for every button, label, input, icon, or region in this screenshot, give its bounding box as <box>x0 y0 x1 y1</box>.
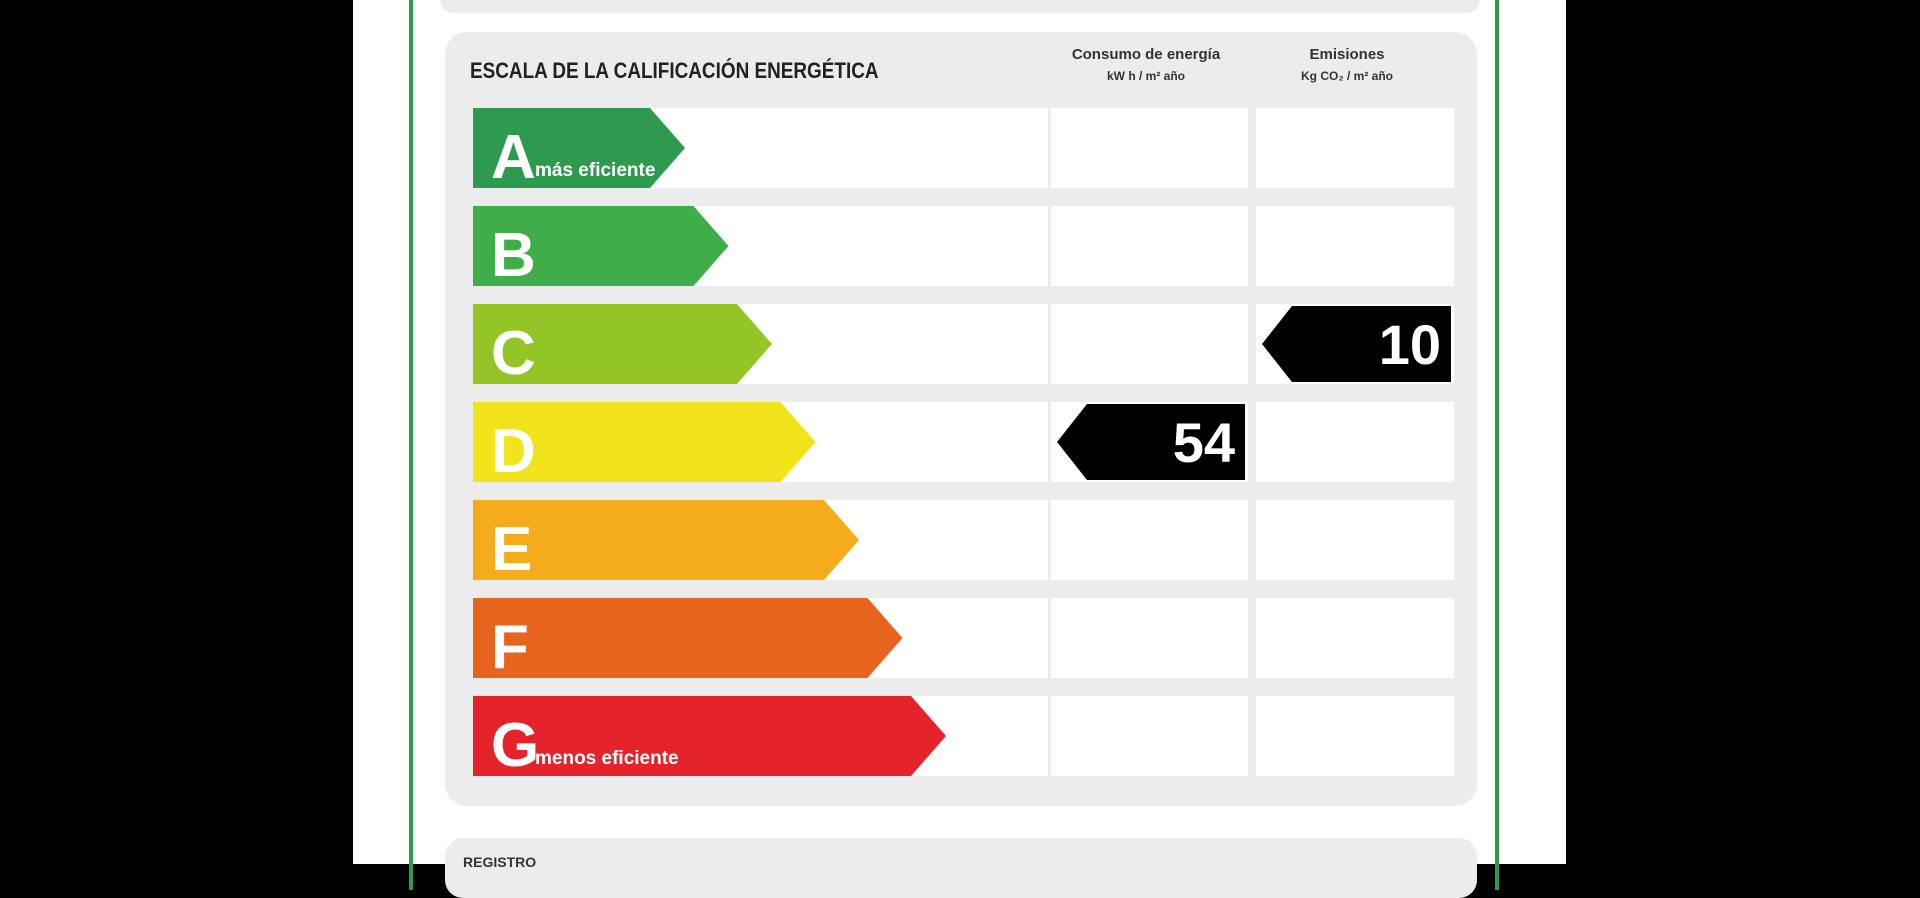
energy-label-page: REGISTRO ESCALA DE LA CALIFICACIÓN ENERG… <box>353 0 1566 898</box>
rating-bar-e <box>473 500 859 580</box>
left-black-margin <box>0 0 353 864</box>
consumption-cell-a <box>1051 108 1248 188</box>
rating-bar-g <box>473 696 946 776</box>
rating-sublabel-g: menos eficiente <box>535 748 679 769</box>
consumption-unit: kW h / m² año <box>1107 69 1185 83</box>
rating-bar-a <box>473 108 685 188</box>
consumption-marker <box>1057 404 1245 480</box>
rating-letter-e: E <box>491 515 532 584</box>
rating-sublabel-a: más eficiente <box>535 160 655 181</box>
rating-letter-a: A <box>491 123 536 192</box>
right-black-margin <box>1566 0 1920 864</box>
rating-letter-f: F <box>491 613 529 682</box>
rating-letter-b: B <box>491 221 536 290</box>
emissions-cell-f <box>1256 598 1454 678</box>
rating-letter-c: C <box>491 319 536 388</box>
consumption-cell-c <box>1051 304 1248 384</box>
emissions-title: Emisiones <box>1309 46 1385 63</box>
rating-bar-f <box>473 598 903 678</box>
consumption-cell-e <box>1051 500 1248 580</box>
emissions-cell-b <box>1256 206 1454 286</box>
emissions-cell-g <box>1256 696 1454 776</box>
green-frame <box>409 0 1499 890</box>
consumption-cell-g <box>1051 696 1248 776</box>
emissions-cell-d <box>1256 402 1454 482</box>
emissions-column-header: Emisiones Kg CO₂ / m² año <box>1257 46 1437 83</box>
rating-letter-g: G <box>491 711 539 780</box>
rating-bar-c <box>473 304 772 384</box>
rating-letter-d: D <box>491 417 536 486</box>
consumption-title: Consumo de energía <box>1071 46 1221 63</box>
emissions-cell-e <box>1256 500 1454 580</box>
rating-bar-b <box>473 206 729 286</box>
consumption-cell-f <box>1051 598 1248 678</box>
emissions-marker <box>1262 306 1451 382</box>
scale-title: ESCALA DE LA CALIFICACIÓN ENERGÉTICA <box>470 58 879 83</box>
consumption-value: 54 <box>1173 411 1235 474</box>
emissions-value: 10 <box>1379 313 1441 376</box>
top-panel <box>440 0 1480 13</box>
consumption-column-header: Consumo de energía kW h / m² año <box>1046 46 1246 83</box>
emissions-cell-a <box>1256 108 1454 188</box>
consumption-cell-b <box>1051 206 1248 286</box>
rating-bar-d <box>473 402 816 482</box>
emissions-unit: Kg CO₂ / m² año <box>1301 69 1393 83</box>
